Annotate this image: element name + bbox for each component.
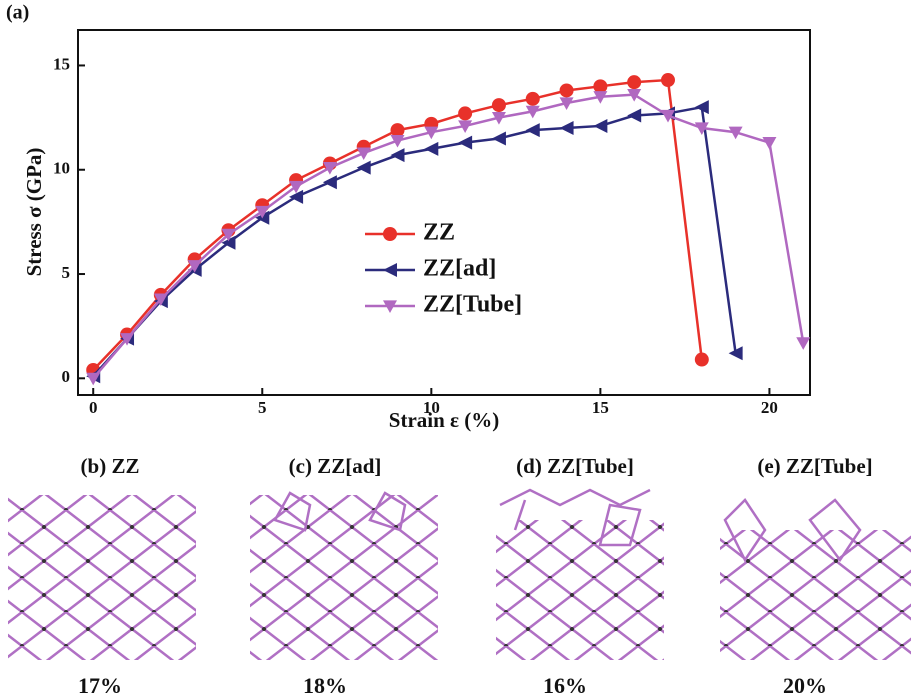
marker <box>593 118 608 133</box>
marker <box>424 126 439 140</box>
y-axis-label: Stress σ (GPa) <box>22 148 46 277</box>
marker <box>593 79 608 94</box>
panel-title: (b) ZZ <box>81 454 140 478</box>
marker <box>559 83 574 98</box>
marker <box>322 162 337 175</box>
marker <box>694 352 709 367</box>
marker <box>525 123 540 138</box>
marker <box>390 134 405 148</box>
x-tick-label: 5 <box>258 398 267 417</box>
lattice <box>8 495 196 660</box>
marker <box>458 135 473 150</box>
marker <box>796 337 811 350</box>
plot-frame <box>77 29 811 396</box>
marker <box>221 235 236 250</box>
series-line <box>92 105 737 378</box>
lattice <box>720 530 911 660</box>
x-tick-label: 15 <box>592 398 609 417</box>
marker <box>383 300 397 313</box>
marker <box>356 147 371 161</box>
marker <box>221 228 236 242</box>
marker <box>390 148 405 163</box>
panel-title: (c) ZZ[ad] <box>289 454 382 478</box>
legend-label: ZZ[ad] <box>423 256 496 282</box>
marker <box>525 105 540 119</box>
marker <box>694 122 709 136</box>
marker <box>383 263 397 277</box>
panel-label: (a) <box>6 2 29 24</box>
marker <box>289 189 304 204</box>
marker <box>525 91 540 106</box>
marker <box>627 89 642 102</box>
y-tick-label: 10 <box>53 159 70 178</box>
y-tick-label: 5 <box>62 263 71 282</box>
panel-title: (e) ZZ[Tube] <box>757 454 872 478</box>
marker <box>728 126 743 140</box>
legend-label: ZZ <box>423 220 455 246</box>
marker <box>627 75 642 90</box>
marker <box>660 109 675 123</box>
series-line <box>92 93 805 380</box>
legend-label: ZZ[Tube] <box>423 292 522 318</box>
marker <box>694 100 709 115</box>
marker <box>390 123 405 138</box>
marker <box>728 346 743 361</box>
strain-label: 18% <box>303 673 347 698</box>
marker <box>627 108 642 123</box>
lattices <box>8 488 911 660</box>
marker <box>383 227 397 241</box>
strain-label: 16% <box>543 673 587 698</box>
x-tick-label: 10 <box>423 398 440 417</box>
y-tick-label: 0 <box>62 367 71 386</box>
marker <box>458 120 473 133</box>
marker <box>491 131 506 146</box>
marker <box>424 141 439 156</box>
marker <box>660 73 675 88</box>
marker <box>120 333 135 346</box>
marker <box>593 91 608 104</box>
x-tick-label: 20 <box>761 398 778 417</box>
marker <box>458 106 473 121</box>
marker <box>491 112 506 125</box>
marker <box>255 205 270 219</box>
marker <box>289 180 304 194</box>
marker <box>322 175 337 190</box>
strain-label: 20% <box>783 673 827 698</box>
marker <box>559 97 574 110</box>
panel-title: (d) ZZ[Tube] <box>516 454 634 478</box>
marker <box>762 137 777 150</box>
strain-label: 17% <box>78 673 122 698</box>
lattice <box>496 520 664 660</box>
marker <box>86 372 101 386</box>
marker <box>153 293 168 307</box>
x-axis-label: Strain ε (%) <box>389 408 499 432</box>
marker <box>356 160 371 175</box>
marker <box>559 121 574 136</box>
marker <box>187 260 202 273</box>
x-tick-label: 0 <box>89 398 98 417</box>
marker <box>491 98 506 113</box>
y-tick-label: 15 <box>53 54 70 73</box>
